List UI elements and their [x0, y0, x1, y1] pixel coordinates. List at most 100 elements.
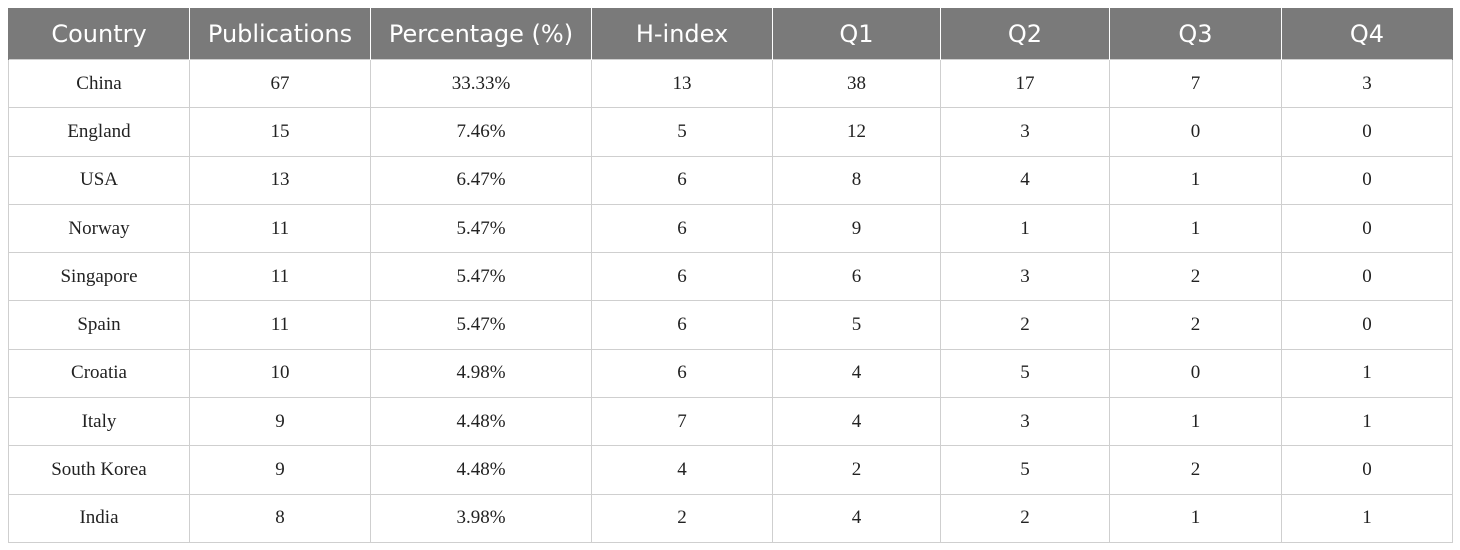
column-header-q4: Q4 [1281, 8, 1453, 60]
country-cell: China [8, 58, 190, 109]
q4-cell: 0 [1281, 445, 1453, 495]
q1-cell: 4 [772, 493, 941, 543]
q4-cell: 3 [1281, 58, 1453, 109]
q2-cell: 5 [940, 445, 1110, 495]
h-index-cell: 6 [591, 348, 773, 399]
h-index-cell: 6 [591, 155, 773, 205]
table-row: England 15 7.46% 5 12 3 0 0 [8, 107, 1453, 157]
country-cell: Italy [8, 397, 190, 447]
q4-cell: 0 [1281, 107, 1453, 157]
table-row: USA 13 6.47% 6 8 4 1 0 [8, 155, 1453, 205]
h-index-cell: 6 [591, 252, 773, 302]
q1-cell: 4 [772, 397, 941, 447]
q1-cell: 8 [772, 155, 941, 205]
publications-cell: 13 [189, 155, 371, 205]
q3-cell: 0 [1109, 348, 1282, 399]
table-row: India 8 3.98% 2 4 2 1 1 [8, 493, 1453, 543]
h-index-cell: 6 [591, 300, 773, 350]
q2-cell: 1 [940, 203, 1110, 254]
table-row: China 67 33.33% 13 38 17 7 3 [8, 58, 1453, 109]
percentage-cell: 4.48% [370, 445, 592, 495]
table-row: Italy 9 4.48% 7 4 3 1 1 [8, 397, 1453, 447]
publications-cell: 9 [189, 397, 371, 447]
column-header-country: Country [8, 8, 190, 60]
h-index-cell: 13 [591, 58, 773, 109]
q1-cell: 6 [772, 252, 941, 302]
table-row: Spain 11 5.47% 6 5 2 2 0 [8, 300, 1453, 350]
q1-cell: 5 [772, 300, 941, 350]
percentage-cell: 5.47% [370, 203, 592, 254]
country-cell: India [8, 493, 190, 543]
table-body: China 67 33.33% 13 38 17 7 3 England 15 7.46% 5 12 3 0… [8, 58, 1453, 543]
country-publications-table: Country Publications Percentage (%) H-in… [8, 8, 1453, 543]
percentage-cell: 3.98% [370, 493, 592, 543]
percentage-cell: 6.47% [370, 155, 592, 205]
q4-cell: 0 [1281, 300, 1453, 350]
q4-cell: 0 [1281, 155, 1453, 205]
q3-cell: 1 [1109, 493, 1282, 543]
q1-cell: 2 [772, 445, 941, 495]
percentage-cell: 4.98% [370, 348, 592, 399]
q4-cell: 1 [1281, 493, 1453, 543]
country-cell: South Korea [8, 445, 190, 495]
q3-cell: 2 [1109, 445, 1282, 495]
header-row: Country Publications Percentage (%) H-in… [8, 8, 1453, 60]
q3-cell: 2 [1109, 252, 1282, 302]
q2-cell: 2 [940, 493, 1110, 543]
percentage-cell: 5.47% [370, 252, 592, 302]
country-publications-table-container: Country Publications Percentage (%) H-in… [8, 8, 1453, 543]
country-cell: Singapore [8, 252, 190, 302]
h-index-cell: 6 [591, 203, 773, 254]
q2-cell: 17 [940, 58, 1110, 109]
q2-cell: 3 [940, 252, 1110, 302]
q2-cell: 4 [940, 155, 1110, 205]
country-cell: Spain [8, 300, 190, 350]
table-header: Country Publications Percentage (%) H-in… [8, 8, 1453, 60]
q4-cell: 0 [1281, 203, 1453, 254]
percentage-cell: 5.47% [370, 300, 592, 350]
q1-cell: 38 [772, 58, 941, 109]
q3-cell: 2 [1109, 300, 1282, 350]
table-row: Norway 11 5.47% 6 9 1 1 0 [8, 203, 1453, 254]
q1-cell: 12 [772, 107, 941, 157]
column-header-q3: Q3 [1109, 8, 1282, 60]
percentage-cell: 7.46% [370, 107, 592, 157]
publications-cell: 11 [189, 203, 371, 254]
q3-cell: 0 [1109, 107, 1282, 157]
q2-cell: 3 [940, 397, 1110, 447]
column-header-percentage: Percentage (%) [370, 8, 592, 60]
country-cell: Norway [8, 203, 190, 254]
publications-cell: 9 [189, 445, 371, 495]
publications-cell: 11 [189, 300, 371, 350]
q3-cell: 7 [1109, 58, 1282, 109]
q1-cell: 9 [772, 203, 941, 254]
column-header-publications: Publications [189, 8, 371, 60]
table-row: Singapore 11 5.47% 6 6 3 2 0 [8, 252, 1453, 302]
q1-cell: 4 [772, 348, 941, 399]
q2-cell: 3 [940, 107, 1110, 157]
q3-cell: 1 [1109, 155, 1282, 205]
q2-cell: 5 [940, 348, 1110, 399]
publications-cell: 10 [189, 348, 371, 399]
percentage-cell: 33.33% [370, 58, 592, 109]
h-index-cell: 4 [591, 445, 773, 495]
country-cell: England [8, 107, 190, 157]
publications-cell: 15 [189, 107, 371, 157]
table-row: South Korea 9 4.48% 4 2 5 2 0 [8, 445, 1453, 495]
q4-cell: 0 [1281, 252, 1453, 302]
table-row: Croatia 10 4.98% 6 4 5 0 1 [8, 348, 1453, 399]
q3-cell: 1 [1109, 203, 1282, 254]
percentage-cell: 4.48% [370, 397, 592, 447]
q2-cell: 2 [940, 300, 1110, 350]
q4-cell: 1 [1281, 348, 1453, 399]
publications-cell: 8 [189, 493, 371, 543]
column-header-h-index: H-index [591, 8, 773, 60]
h-index-cell: 2 [591, 493, 773, 543]
country-cell: Croatia [8, 348, 190, 399]
publications-cell: 67 [189, 58, 371, 109]
publications-cell: 11 [189, 252, 371, 302]
h-index-cell: 5 [591, 107, 773, 157]
country-cell: USA [8, 155, 190, 205]
q4-cell: 1 [1281, 397, 1453, 447]
q3-cell: 1 [1109, 397, 1282, 447]
